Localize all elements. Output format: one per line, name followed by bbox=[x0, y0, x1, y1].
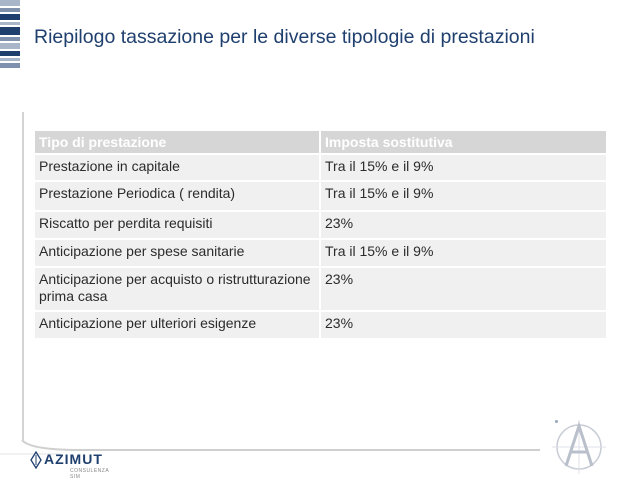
cell-tipo: Anticipazione per ulteriori esigenze bbox=[35, 312, 319, 338]
cell-tipo: Riscatto per perdita requisiti bbox=[35, 212, 319, 238]
taxation-table: Tipo di prestazione Imposta sostitutiva … bbox=[33, 129, 608, 340]
decorative-dot bbox=[555, 420, 558, 423]
frame-line bbox=[22, 112, 24, 440]
cell-tipo: Prestazione Periodica ( rendita) bbox=[35, 182, 319, 210]
column-header-imposta: Imposta sostitutiva bbox=[321, 131, 606, 153]
compass-emblem-icon bbox=[552, 420, 606, 474]
page-title: Riepilogo tassazione per le diverse tipo… bbox=[34, 26, 535, 48]
table-row: Prestazione Periodica ( rendita) Tra il … bbox=[35, 182, 606, 210]
table-row: Anticipazione per spese sanitarie Tra il… bbox=[35, 240, 606, 266]
cell-imposta: 23% bbox=[321, 212, 606, 238]
table-header-row: Tipo di prestazione Imposta sostitutiva bbox=[35, 131, 606, 153]
logo-subtext: CONSULENZA SIM bbox=[70, 468, 109, 480]
column-header-tipo: Tipo di prestazione bbox=[35, 131, 319, 153]
cell-imposta: Tra il 15% e il 9% bbox=[321, 240, 606, 266]
cell-tipo: Prestazione in capitale bbox=[35, 155, 319, 180]
table-row: Prestazione in capitale Tra il 15% e il … bbox=[35, 155, 606, 180]
cell-imposta: Tra il 15% e il 9% bbox=[321, 155, 606, 180]
cell-tipo: Anticipazione per spese sanitarie bbox=[35, 240, 319, 266]
cell-imposta: 23% bbox=[321, 268, 606, 310]
cell-imposta: Tra il 15% e il 9% bbox=[321, 182, 606, 210]
bottom-curve-decoration bbox=[0, 439, 540, 455]
azimut-logo-icon bbox=[30, 451, 42, 469]
azimut-logo: AZIMUT CONSULENZA SIM bbox=[30, 451, 120, 480]
logo-text: AZIMUT bbox=[44, 451, 103, 467]
decorative-stripes bbox=[0, 0, 20, 70]
table-row: Anticipazione per ulteriori esigenze 23% bbox=[35, 312, 606, 338]
table-row: Riscatto per perdita requisiti 23% bbox=[35, 212, 606, 238]
table-row: Anticipazione per acquisto o ristruttura… bbox=[35, 268, 606, 310]
cell-imposta: 23% bbox=[321, 312, 606, 338]
cell-tipo: Anticipazione per acquisto o ristruttura… bbox=[35, 268, 319, 310]
